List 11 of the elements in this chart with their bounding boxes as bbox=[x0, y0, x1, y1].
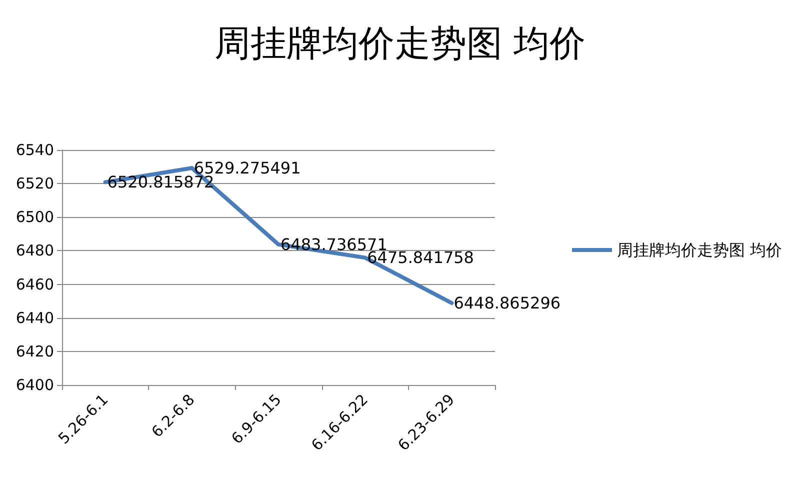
y-tick-label: 6540 bbox=[16, 141, 54, 159]
y-tick-label: 6440 bbox=[16, 308, 54, 327]
y-tick-label: 6520 bbox=[16, 174, 54, 193]
legend-label: 周挂牌均价走势图 均价 bbox=[617, 240, 782, 260]
y-tick-label: 6500 bbox=[16, 208, 54, 226]
y-tick-label: 6400 bbox=[16, 376, 54, 394]
y-tick-label: 6420 bbox=[16, 342, 54, 360]
y-tick-label: 6460 bbox=[16, 275, 54, 294]
chart-title: 周挂牌均价走势图 均价 bbox=[214, 24, 586, 64]
data-label: 6448.865296 bbox=[454, 293, 561, 312]
y-tick-label: 6480 bbox=[16, 242, 54, 260]
